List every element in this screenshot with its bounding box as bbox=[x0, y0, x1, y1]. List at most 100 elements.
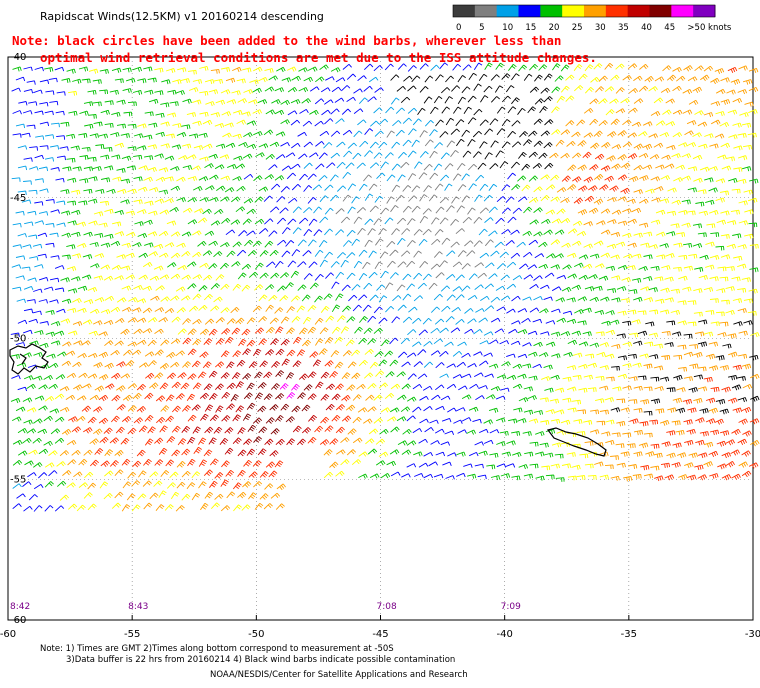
wind-barb bbox=[446, 274, 456, 280]
wind-barb bbox=[719, 321, 729, 327]
wind-barb bbox=[209, 480, 218, 488]
wind-barb bbox=[56, 135, 66, 140]
wind-barb bbox=[122, 67, 132, 73]
wind-barb bbox=[686, 428, 696, 435]
wind-barb bbox=[631, 207, 642, 214]
wind-barb bbox=[444, 183, 453, 191]
wind-barb bbox=[484, 128, 494, 136]
wind-barb bbox=[281, 358, 290, 366]
wind-barb bbox=[214, 383, 224, 391]
wind-barb bbox=[543, 296, 553, 301]
wind-barb bbox=[158, 317, 168, 323]
wind-barb bbox=[291, 405, 301, 413]
wind-barb bbox=[17, 386, 28, 392]
wind-barb bbox=[533, 275, 543, 281]
wind-barb bbox=[661, 154, 671, 160]
scale-swatch bbox=[518, 5, 541, 17]
wind-barb bbox=[247, 424, 257, 433]
wind-barb bbox=[534, 98, 544, 105]
wind-barb bbox=[384, 350, 394, 358]
wind-barb bbox=[593, 63, 603, 70]
wind-barb bbox=[494, 241, 504, 248]
wind-barb bbox=[232, 66, 242, 73]
wind-barb bbox=[396, 284, 406, 292]
wind-barb bbox=[44, 67, 54, 72]
wind-barb bbox=[312, 184, 322, 191]
wind-barb bbox=[594, 153, 605, 161]
wind-barb bbox=[545, 429, 556, 435]
wind-barb bbox=[435, 362, 445, 369]
wind-barb bbox=[133, 176, 143, 182]
wind-barb bbox=[23, 505, 33, 512]
wind-barb bbox=[171, 425, 181, 433]
wind-barb bbox=[697, 232, 707, 238]
wind-barb bbox=[554, 229, 565, 235]
wind-barb bbox=[684, 462, 694, 469]
wind-barb bbox=[374, 87, 384, 93]
wind-barb bbox=[440, 152, 450, 160]
wind-barb bbox=[60, 189, 70, 195]
wind-barb bbox=[688, 452, 698, 459]
wind-barb bbox=[488, 206, 498, 213]
wind-barb bbox=[192, 99, 202, 105]
wind-barb bbox=[26, 428, 37, 434]
wind-barb bbox=[403, 75, 413, 82]
wind-barb bbox=[543, 73, 553, 81]
wind-barb bbox=[610, 407, 621, 413]
wind-barb bbox=[215, 274, 225, 281]
wind-barb bbox=[645, 188, 655, 194]
wind-barb bbox=[720, 142, 731, 148]
wind-barb bbox=[522, 342, 532, 347]
wind-barb bbox=[225, 403, 236, 410]
wind-barb bbox=[638, 131, 648, 137]
wind-barb bbox=[66, 244, 76, 250]
wind-barb bbox=[461, 129, 470, 137]
wind-barb bbox=[554, 409, 565, 415]
wind-barb bbox=[479, 183, 489, 191]
wind-barb bbox=[144, 242, 154, 248]
wind-barb bbox=[351, 349, 361, 357]
wind-barb bbox=[66, 482, 76, 489]
wind-barb bbox=[643, 254, 653, 260]
wind-barb bbox=[142, 307, 153, 314]
wind-barb bbox=[12, 244, 22, 249]
wind-barb bbox=[505, 85, 515, 93]
time-labels: 8:42 8:43 7:08 7:09 bbox=[10, 602, 521, 612]
wind-barb bbox=[441, 237, 451, 245]
wind-barb bbox=[326, 162, 336, 169]
wind-barb bbox=[225, 469, 235, 477]
wind-barb bbox=[494, 85, 504, 93]
wind-barb bbox=[275, 438, 285, 446]
wind-barb bbox=[422, 273, 432, 281]
wind-barb bbox=[698, 274, 708, 281]
wind-barb bbox=[457, 250, 467, 257]
wind-barb bbox=[79, 110, 89, 116]
wind-barb bbox=[55, 287, 65, 292]
wind-barb bbox=[230, 306, 240, 314]
wind-barb bbox=[496, 463, 507, 468]
wind-barb bbox=[178, 155, 188, 161]
wind-barb bbox=[604, 86, 615, 93]
wind-barb bbox=[364, 193, 374, 201]
wind-barb bbox=[400, 161, 410, 169]
wind-barb bbox=[176, 307, 186, 314]
wind-barb bbox=[660, 175, 671, 181]
wind-barb bbox=[565, 74, 575, 81]
wind-barb bbox=[27, 210, 37, 216]
wind-barb bbox=[715, 178, 726, 184]
wind-barb bbox=[269, 404, 279, 411]
wind-barb bbox=[144, 155, 154, 161]
wind-barb bbox=[110, 306, 121, 313]
wind-barb bbox=[111, 67, 122, 73]
wind-barb bbox=[538, 263, 549, 270]
lat-label: -50 bbox=[10, 334, 26, 345]
wind-barb bbox=[643, 297, 654, 303]
wind-barb bbox=[49, 100, 59, 106]
wind-barb bbox=[616, 462, 626, 468]
wind-barb bbox=[307, 66, 318, 72]
wind-barb bbox=[147, 360, 157, 367]
wind-barb bbox=[340, 437, 350, 444]
wind-barb bbox=[622, 341, 633, 347]
wind-barb bbox=[358, 451, 368, 457]
wind-barb bbox=[246, 120, 257, 126]
